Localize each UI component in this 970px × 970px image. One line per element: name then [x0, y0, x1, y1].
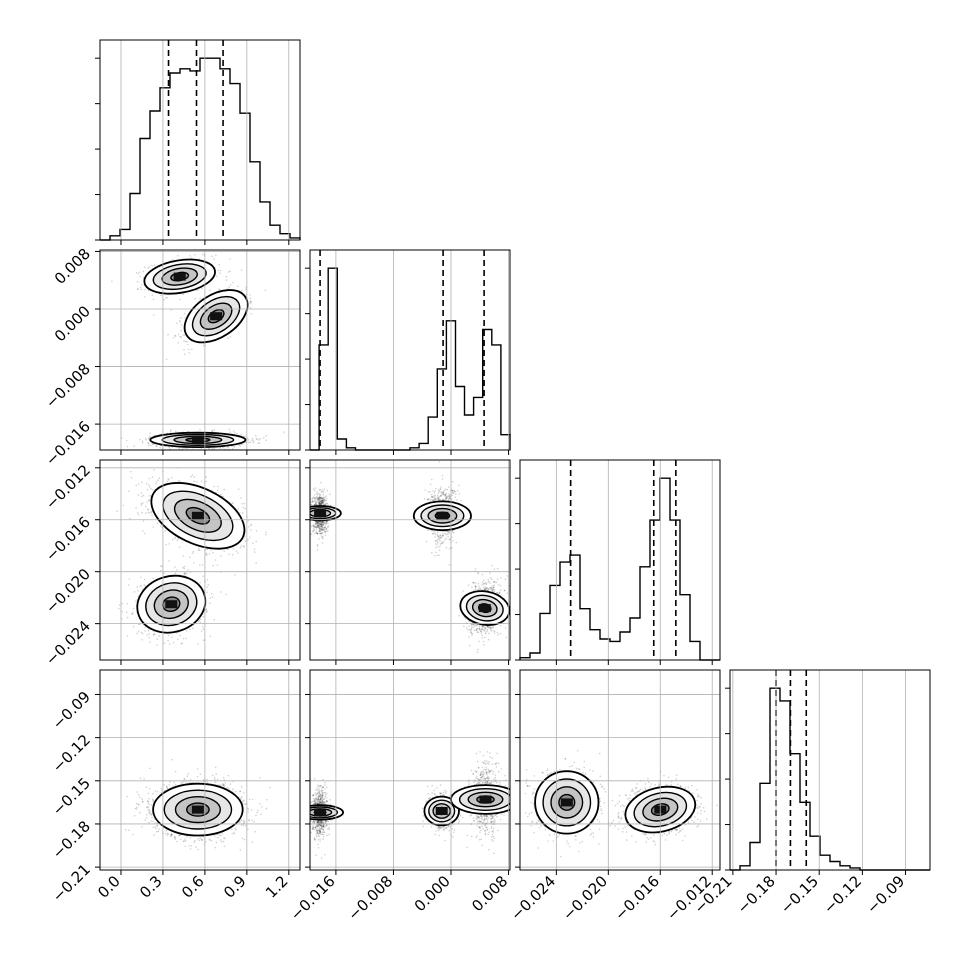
axes-border	[519, 459, 721, 661]
x-tick-label: −0.18	[734, 872, 779, 917]
density-panel-3-0	[124, 758, 271, 851]
histogram-1	[305, 250, 511, 451]
density-peak	[191, 805, 204, 814]
y-tick-label: −0.024	[42, 617, 94, 669]
x-tick-label: −0.024	[507, 872, 559, 924]
x-tick-label: 0.000	[411, 872, 454, 915]
gridlines	[555, 460, 713, 660]
x-tick-label: 1.2	[262, 872, 292, 902]
axes-frame-2-1	[305, 459, 511, 665]
density-peak	[478, 604, 491, 613]
y-tick-label: −0.15	[49, 774, 94, 819]
density-panel-3-1	[310, 751, 510, 859]
histogram-step	[519, 477, 720, 661]
axes-border	[519, 669, 721, 871]
histogram-0	[95, 40, 301, 241]
gridlines	[310, 460, 510, 660]
x-tick-label: 0.6	[178, 872, 208, 902]
y-tick-label: −0.012	[42, 461, 94, 513]
axes-frame-3-0	[95, 669, 301, 875]
y-tick-label: −0.12	[49, 731, 94, 776]
density-peak	[314, 808, 327, 817]
x-tick-label: 0.0	[94, 872, 124, 902]
density-peak	[435, 807, 448, 815]
density-peak	[314, 509, 327, 518]
gridlines	[310, 670, 510, 870]
y-tick-label: 0.000	[51, 302, 94, 345]
axes-border	[99, 249, 301, 451]
x-tick-label: 0.3	[136, 872, 166, 902]
histogram-step	[100, 57, 301, 241]
x-tick-label: −0.008	[344, 872, 396, 924]
axes-border	[309, 669, 511, 871]
axes-border	[99, 669, 301, 871]
axes-border	[99, 459, 301, 661]
histogram-step	[310, 267, 511, 451]
histogram-step	[730, 687, 930, 871]
density-panel-3-2	[524, 750, 718, 858]
density-peak	[191, 511, 204, 520]
axes-border	[309, 459, 511, 661]
density-peak	[436, 511, 449, 520]
y-tick-label: −0.016	[42, 513, 94, 565]
y-tick-label: 0.008	[51, 245, 94, 288]
axes-border	[729, 669, 931, 871]
x-tick-label: −0.12	[820, 872, 865, 917]
y-tick-label: −0.008	[42, 360, 94, 412]
axes-border	[99, 39, 301, 241]
axes-frame-2-2	[519, 459, 721, 665]
y-tick-label: −0.18	[49, 817, 94, 862]
x-tick-label: −0.15	[777, 872, 822, 917]
axes-border	[309, 249, 511, 451]
histogram-3	[725, 670, 930, 871]
y-tick-label: −0.21	[49, 860, 94, 905]
gridlines	[100, 460, 300, 660]
x-tick-label: −0.016	[287, 872, 339, 924]
x-tick-label: −0.020	[559, 872, 611, 924]
axes-frame-2-0	[95, 459, 301, 665]
axes-frame-0-0	[99, 39, 301, 245]
density-peak	[210, 312, 223, 321]
axes-frame-3-2	[515, 669, 721, 875]
density-peak	[191, 435, 204, 444]
axes-frame-3-3	[729, 669, 931, 875]
histogram-2	[515, 460, 720, 661]
x-tick-label: 0.9	[220, 872, 250, 902]
gridlines	[100, 670, 300, 870]
density-peak	[173, 272, 186, 281]
axes-frame-1-0	[95, 249, 301, 455]
y-tick-label: −0.016	[42, 417, 94, 469]
density-panel-2-1	[310, 461, 510, 653]
axes-frame-1-1	[309, 249, 511, 455]
density-panel-2-0	[116, 467, 267, 646]
gridlines	[335, 250, 509, 450]
density-panel-1-0	[111, 253, 285, 450]
x-tick-label: 0.008	[468, 872, 511, 915]
y-tick-label: −0.020	[42, 565, 94, 617]
density-peak	[165, 600, 178, 609]
axes-frame-3-1	[305, 669, 511, 875]
x-tick-label: −0.016	[611, 872, 663, 924]
gridlines	[520, 670, 720, 870]
y-tick-label: −0.09	[49, 688, 94, 733]
gridlines	[732, 670, 906, 870]
density-peak	[479, 795, 492, 804]
density-peak	[560, 798, 573, 807]
x-tick-label: −0.09	[863, 872, 908, 917]
gridlines	[100, 250, 300, 450]
gridlines	[120, 40, 290, 240]
